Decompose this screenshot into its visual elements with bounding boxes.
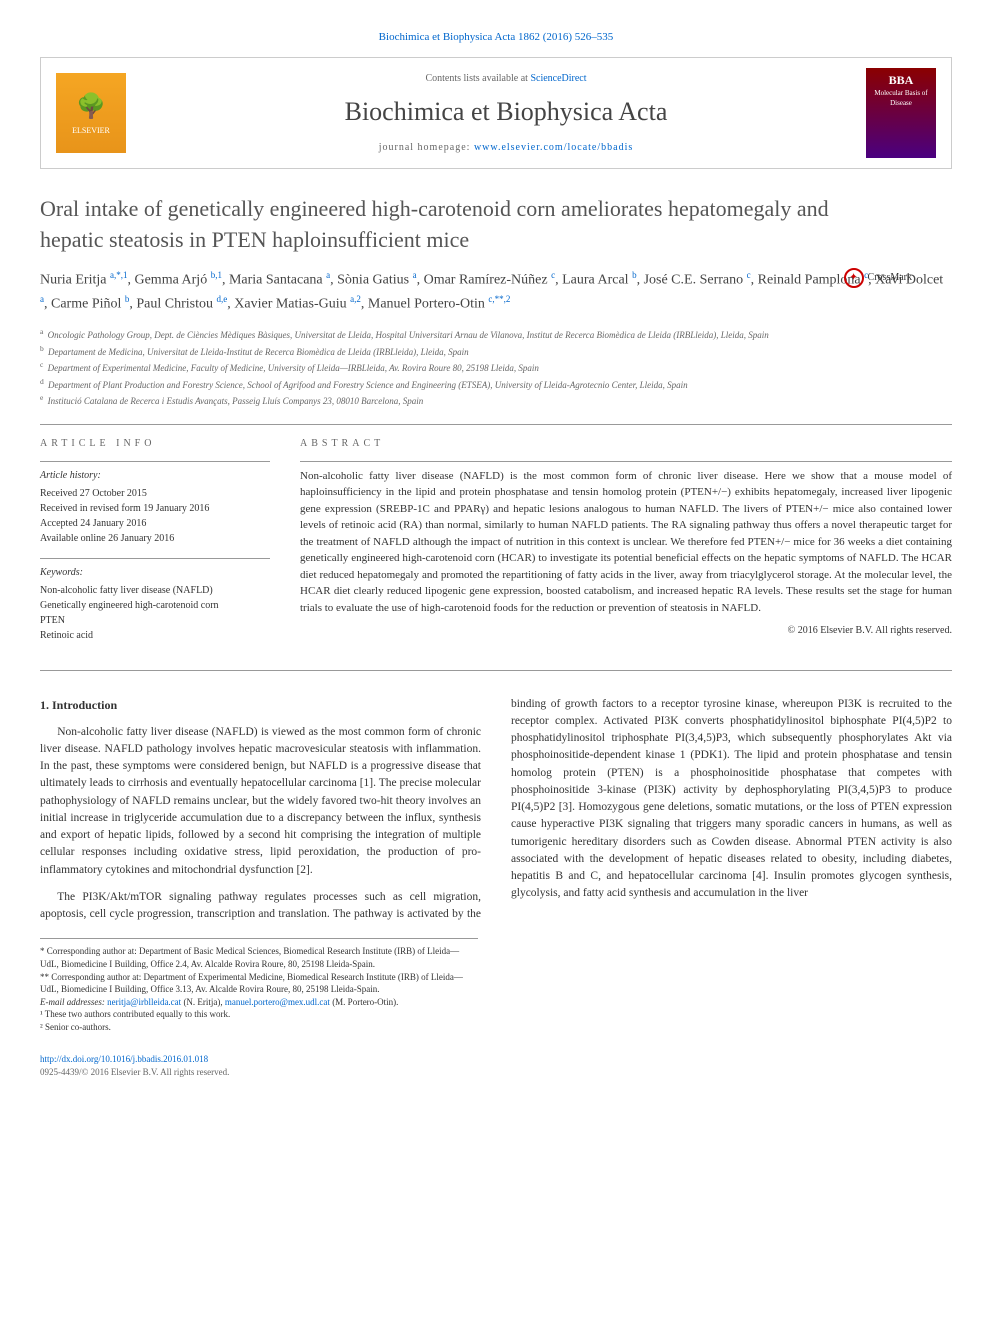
doi-link[interactable]: http://dx.doi.org/10.1016/j.bbadis.2016.… [40,1054,208,1064]
authors-list: Nuria Eritja a,*,1, Gemma Arjó b,1, Mari… [40,268,952,316]
history-line: Accepted 24 January 2016 [40,516,270,531]
body-para-1: Non-alcoholic fatty liver disease (NAFLD… [40,724,481,879]
keyword: Retinoic acid [40,628,270,643]
issn-line: 0925-4439/© 2016 Elsevier B.V. All right… [40,1067,229,1077]
homepage-link[interactable]: www.elsevier.com/locate/bbadis [474,142,633,153]
body-two-column: 1. Introduction Non-alcoholic fatty live… [40,696,952,924]
abstract-label: ABSTRACT [300,437,952,451]
email-link-2[interactable]: manuel.portero@mex.udl.cat [225,997,330,1007]
abstract-column: ABSTRACT Non-alcoholic fatty liver disea… [300,437,952,655]
keyword: Non-alcoholic fatty liver disease (NAFLD… [40,583,270,598]
email-link-1[interactable]: neritja@irblleida.cat [107,997,181,1007]
emails-line: E-mail addresses: neritja@irblleida.cat … [40,996,478,1009]
corresponding-2: ** Corresponding author at: Department o… [40,971,478,996]
journal-cover: BBA Molecular Basis of Disease [866,68,936,158]
history-line: Available online 26 January 2016 [40,531,270,546]
abstract-text: Non-alcoholic fatty liver disease (NAFLD… [300,468,952,617]
homepage-label: journal homepage: www.elsevier.com/locat… [146,141,866,155]
journal-ref-link[interactable]: Biochimica et Biophysica Acta 1862 (2016… [40,30,952,45]
footnotes: * Corresponding author at: Department of… [40,938,478,1033]
article-info-label: ARTICLE INFO [40,437,270,451]
abstract-copyright: © 2016 Elsevier B.V. All rights reserved… [300,624,952,638]
keyword: PTEN [40,613,270,628]
journal-title: Biochimica et Biophysica Acta [146,94,866,130]
journal-header: 🌳 ELSEVIER Contents lists available at S… [40,57,952,169]
footnote-1: ¹ These two authors contributed equally … [40,1008,478,1021]
crossmark-icon: ✦ [844,268,864,288]
intro-heading: 1. Introduction [40,696,481,714]
footnote-2: ² Senior co-authors. [40,1021,478,1034]
keywords-header: Keywords: [40,565,270,580]
elsevier-logo: 🌳 ELSEVIER [56,73,126,153]
sciencedirect-link[interactable]: ScienceDirect [530,73,586,84]
history-line: Received in revised form 19 January 2016 [40,501,270,516]
corresponding-1: * Corresponding author at: Department of… [40,945,478,970]
article-title: Oral intake of genetically engineered hi… [40,194,952,256]
elsevier-tree-icon: 🌳 [76,91,106,125]
crossmark-badge[interactable]: ✦ CrossMark [844,268,912,288]
history-header: Article history: [40,468,270,483]
keyword: Genetically engineered high-carotenoid c… [40,598,270,613]
contents-label: Contents lists available at ScienceDirec… [146,72,866,86]
footer: http://dx.doi.org/10.1016/j.bbadis.2016.… [40,1053,952,1078]
history-line: Received 27 October 2015 [40,486,270,501]
article-info-column: ARTICLE INFO Article history: Received 2… [40,437,270,655]
affiliations: a Oncologic Pathology Group, Dept. de Ci… [40,326,952,409]
